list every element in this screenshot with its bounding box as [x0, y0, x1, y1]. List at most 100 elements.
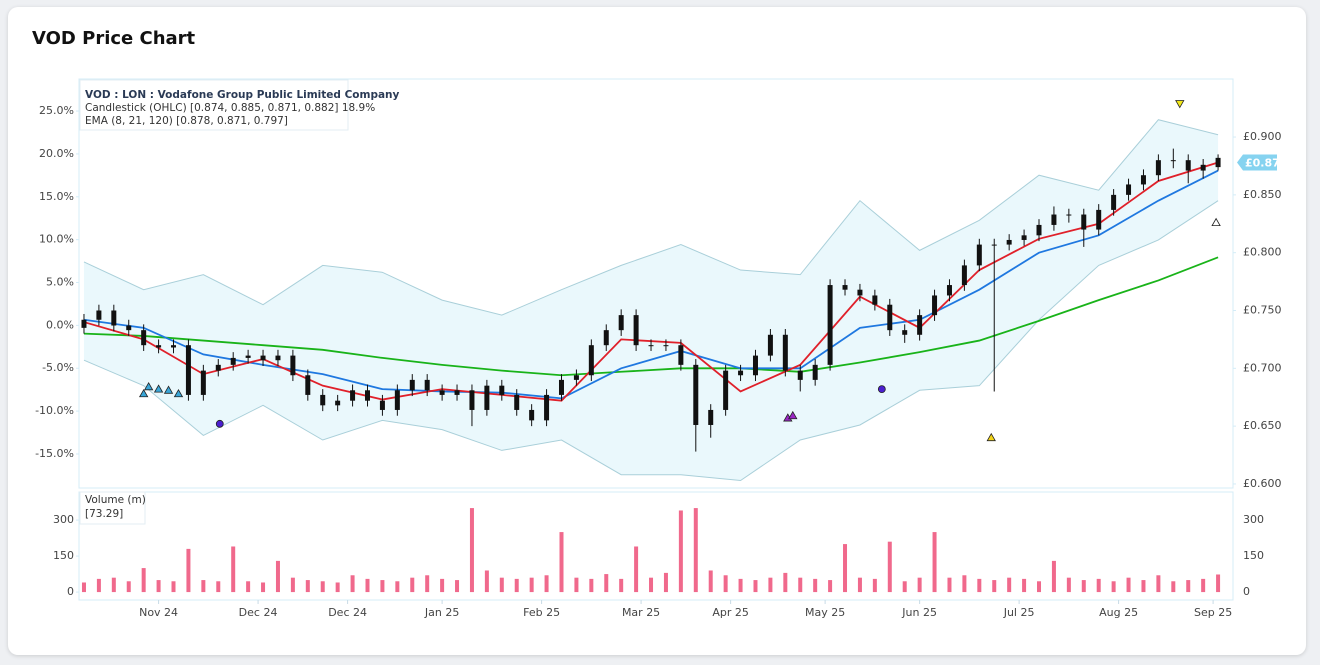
volume-bar: [992, 580, 997, 593]
volume-bar: [425, 575, 430, 593]
candle-body: [603, 330, 609, 346]
volume-bar: [932, 532, 937, 593]
volume-bar: [81, 582, 86, 593]
candle-body: [171, 345, 177, 348]
volume-bar: [678, 510, 683, 593]
x-tick-label: Feb 25: [523, 606, 560, 619]
candle-body: [111, 310, 117, 326]
volume-bar: [469, 508, 474, 593]
volume-bar: [141, 568, 146, 593]
y2-tick-label: £0.900: [1243, 130, 1282, 143]
volume-bar: [440, 578, 445, 593]
volume-bar: [216, 581, 221, 593]
candle-body: [633, 315, 639, 346]
volume-bar: [96, 578, 101, 593]
candle-body: [379, 400, 385, 410]
volume-bar: [798, 577, 803, 593]
volume-bar: [156, 580, 161, 593]
volume-bar: [1066, 577, 1071, 593]
x-tick-label: Dec 24: [239, 606, 278, 619]
info-box-bg: [79, 79, 349, 131]
info-line: Candlestick (OHLC) [0.874, 0.885, 0.871,…: [85, 102, 375, 114]
candle-body: [887, 304, 893, 331]
candle-body: [588, 345, 594, 376]
volume-bar: [380, 580, 385, 593]
info-box: VOD : LON : Vodafone Group Public Limite…: [79, 79, 400, 131]
x-tick-label: Nov 24: [139, 606, 178, 619]
volume-bar: [1171, 581, 1176, 593]
y-tick-label: 0.0%: [46, 318, 74, 331]
y2-tick-label: £0.700: [1243, 361, 1282, 374]
candle-body: [126, 325, 132, 331]
candle-body: [484, 385, 490, 410]
candle-body: [917, 315, 923, 335]
volume-bar: [484, 570, 489, 593]
volume-bar: [828, 580, 833, 593]
volume-bar: [514, 578, 519, 593]
candle-body: [469, 390, 475, 410]
signal-marker: [877, 385, 886, 394]
candle-body: [1140, 175, 1146, 185]
volume-bar: [395, 581, 400, 593]
volume-bar: [857, 577, 862, 593]
candle-body: [738, 370, 744, 376]
x-tick-label: Jul 25: [1003, 606, 1035, 619]
candle-body: [946, 285, 952, 296]
ema-line: [83, 169, 1219, 400]
signal-marker: [163, 385, 174, 394]
candle-body: [932, 295, 938, 316]
candle-body: [1185, 160, 1191, 171]
x-tick-label: Sep 25: [1194, 606, 1232, 619]
candle-body: [409, 379, 415, 391]
volume-title: Volume (m): [85, 494, 146, 506]
candle-body: [1111, 194, 1117, 210]
volume-bar: [619, 578, 624, 593]
volume-bar: [1216, 574, 1221, 593]
volume-bar: [1186, 580, 1191, 593]
candle-body: [827, 285, 833, 365]
x-tick-label: Dec 24: [328, 606, 367, 619]
y2-tick-label: £0.800: [1243, 246, 1282, 259]
candle-body: [976, 244, 982, 266]
x-tick-label: Jun 25: [901, 606, 937, 619]
y-tick-label: 25.0%: [39, 104, 74, 117]
last-price-label: £0.878: [1245, 156, 1287, 169]
candle-body: [245, 355, 251, 358]
candle-body: [1126, 184, 1132, 195]
ema-line: [83, 256, 1219, 377]
volume-bar: [1051, 560, 1056, 593]
candle-body: [544, 394, 550, 421]
volume-bar: [872, 578, 877, 593]
candle-body: [663, 345, 669, 347]
candle-body: [1006, 239, 1012, 245]
volume-tick-label: 150: [53, 549, 74, 562]
candle-body: [305, 375, 311, 395]
volume-bar: [1007, 577, 1012, 593]
y-tick-label: 15.0%: [39, 190, 74, 203]
candle-body: [81, 319, 87, 328]
volume-tick-label-right: 300: [1243, 513, 1264, 526]
candle-body: [260, 355, 266, 361]
candle-body: [1155, 160, 1161, 176]
volume-tick-label: 300: [53, 513, 74, 526]
candle-body: [1036, 224, 1042, 236]
volume-bar: [171, 581, 176, 593]
candle-body: [200, 370, 206, 395]
volume-bar: [126, 581, 131, 593]
candle-body: [290, 355, 296, 376]
signal-marker: [788, 410, 798, 420]
last-price-tag: [1237, 154, 1277, 171]
volume-bar: [290, 577, 295, 593]
volume-bar: [693, 508, 698, 593]
volume-bar: [843, 544, 848, 593]
volume-bar: [917, 577, 922, 593]
volume-bar: [1081, 580, 1086, 593]
volume-bar: [231, 546, 236, 593]
price-pane: [78, 78, 1234, 489]
signal-marker: [143, 382, 154, 391]
candle-body: [1066, 214, 1072, 216]
signal-marker: [986, 432, 996, 442]
y2-tick-label: £0.750: [1243, 304, 1282, 317]
candle-body: [320, 394, 326, 406]
candle-body: [230, 357, 236, 365]
